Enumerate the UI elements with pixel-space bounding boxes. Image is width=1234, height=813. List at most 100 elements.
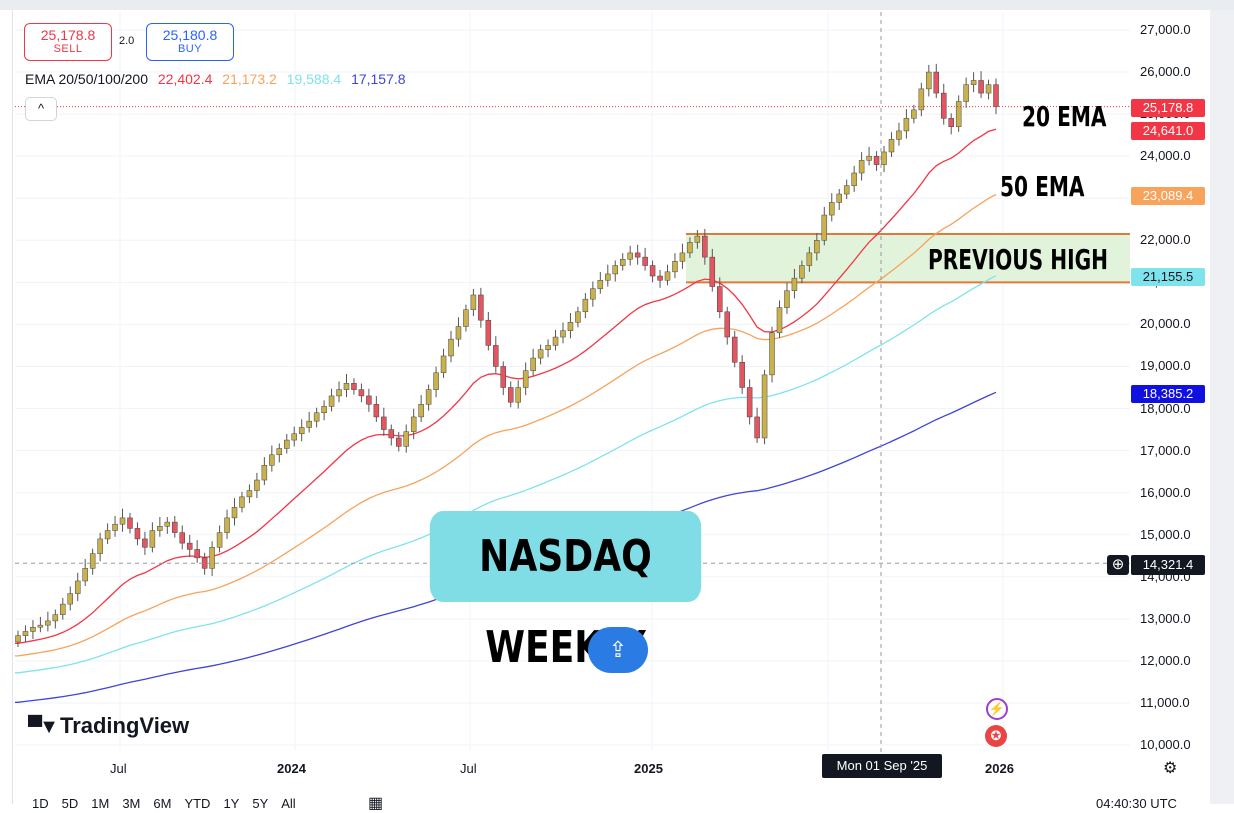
candle-body — [231, 507, 238, 519]
candle-body — [911, 109, 917, 119]
candle-body — [440, 355, 447, 374]
lightning-icon[interactable]: ⚡ — [986, 698, 1008, 720]
candle-body — [164, 521, 171, 527]
candle-body — [545, 345, 551, 350]
us-flag-icon[interactable]: ✪ — [985, 725, 1007, 747]
ema200-price-tag: 18,385.2 — [1131, 385, 1205, 403]
candle-body — [142, 538, 148, 548]
candle-body — [605, 273, 611, 281]
calendar-icon[interactable]: ▦ — [368, 795, 384, 812]
candle-body — [702, 235, 708, 258]
ema50-line — [15, 193, 997, 657]
candle-body — [634, 252, 641, 258]
candle-body — [672, 261, 678, 273]
candle-body — [455, 326, 462, 340]
candle-body — [343, 383, 350, 390]
y-tick-label: 11,000.0 — [1140, 694, 1190, 710]
ema200-value: 17,157.8 — [351, 71, 406, 87]
sell-button[interactable]: 25,178.8 SELL — [24, 23, 112, 61]
candle-body — [30, 626, 36, 632]
collapse-legend-button[interactable]: ^ — [25, 97, 57, 121]
top-strip — [0, 0, 1234, 10]
buy-price: 25,180.8 — [162, 27, 218, 43]
candle-body — [754, 416, 760, 439]
left-edge — [0, 10, 13, 804]
last-price-tag: 25,178.8 — [1131, 99, 1205, 117]
crosshair-date-tag: Mon 01 Sep '25 — [822, 754, 942, 778]
candle-body — [881, 151, 887, 165]
right-scroll-area — [1210, 10, 1234, 804]
y-tick-label: 13,000.0 — [1140, 610, 1191, 626]
candle-body — [619, 258, 626, 266]
candle-body — [67, 593, 74, 605]
candle-body — [843, 185, 850, 195]
candle-body — [97, 538, 103, 554]
x-tick-label: 2026 — [985, 761, 1014, 776]
candle-body — [410, 416, 417, 432]
buy-button[interactable]: 25,180.8 BUY — [146, 23, 234, 61]
candle-body — [522, 370, 529, 388]
ema-legend[interactable]: EMA 20/50/100/200 22,402.4 21,173.2 19,5… — [25, 71, 412, 87]
candle-body — [552, 336, 559, 346]
ema100-value: 19,588.4 — [286, 71, 342, 87]
candle-body — [724, 311, 730, 338]
candle-body — [388, 429, 395, 439]
candle-body — [507, 387, 514, 403]
candle-body — [328, 395, 335, 407]
ema20-value: 22,402.4 — [157, 71, 213, 87]
candle-body — [239, 496, 245, 508]
candle-body — [22, 631, 29, 636]
candle-body — [717, 286, 723, 313]
candle-body — [776, 307, 783, 334]
y-tick-label: 24,000.0 — [1140, 148, 1191, 164]
candle-body — [186, 542, 193, 550]
y-tick-label: 18,000.0 — [1140, 400, 1191, 416]
plus-icon: ⊕ — [1111, 556, 1125, 573]
add-alert-button[interactable]: ⊕ — [1107, 555, 1129, 575]
candle-body — [948, 118, 954, 127]
candle-body — [933, 71, 940, 94]
spread-value: 2.0 — [119, 35, 135, 47]
candle-body — [612, 265, 619, 275]
candle-body — [313, 412, 320, 422]
tradingview-mark-icon: ▀▼ — [28, 716, 59, 738]
tradingview-logo[interactable]: ▀▼ TradingView — [28, 713, 189, 739]
candle-body — [582, 298, 589, 313]
settings-gear-icon[interactable]: ⚙ — [1163, 760, 1178, 777]
candle-body — [254, 479, 260, 491]
candle-body — [731, 336, 738, 363]
candlesticks — [15, 63, 999, 648]
candle-body — [963, 84, 969, 102]
annotation-20-ema: 20 EMA — [1022, 100, 1107, 133]
candle-body — [89, 553, 96, 569]
candle-body — [642, 256, 648, 266]
candle-body — [276, 448, 283, 456]
candle-body — [119, 517, 126, 525]
candle-body — [74, 580, 81, 594]
candle-body — [418, 404, 424, 418]
x-tick-label: 2024 — [277, 761, 306, 776]
candle-body — [903, 118, 910, 132]
candle-body — [52, 614, 59, 622]
ema50-value: 21,173.2 — [222, 71, 277, 87]
sell-label: SELL — [53, 43, 83, 55]
candle-body — [366, 395, 372, 405]
candle-body — [463, 309, 469, 327]
crosshair-price-tag: 14,321.4 — [1131, 555, 1205, 575]
candle-body — [567, 322, 574, 331]
candle-body — [284, 439, 290, 449]
candle-body — [425, 389, 432, 405]
candle-body — [493, 345, 499, 367]
candle-body — [127, 517, 133, 529]
candle-body — [448, 338, 454, 357]
y-tick-label: 19,000.0 — [1140, 358, 1191, 374]
y-tick-label: 10,000.0 — [1140, 737, 1191, 752]
candle-body — [172, 521, 178, 533]
candle-body — [649, 265, 656, 277]
candle-body — [799, 265, 805, 279]
candle-body — [216, 532, 223, 548]
upload-button[interactable]: ⇪ — [588, 627, 648, 673]
annotation-previous-high: PREVIOUS HIGH — [928, 243, 1109, 276]
candle-body — [866, 155, 872, 161]
candle-body — [687, 242, 693, 254]
